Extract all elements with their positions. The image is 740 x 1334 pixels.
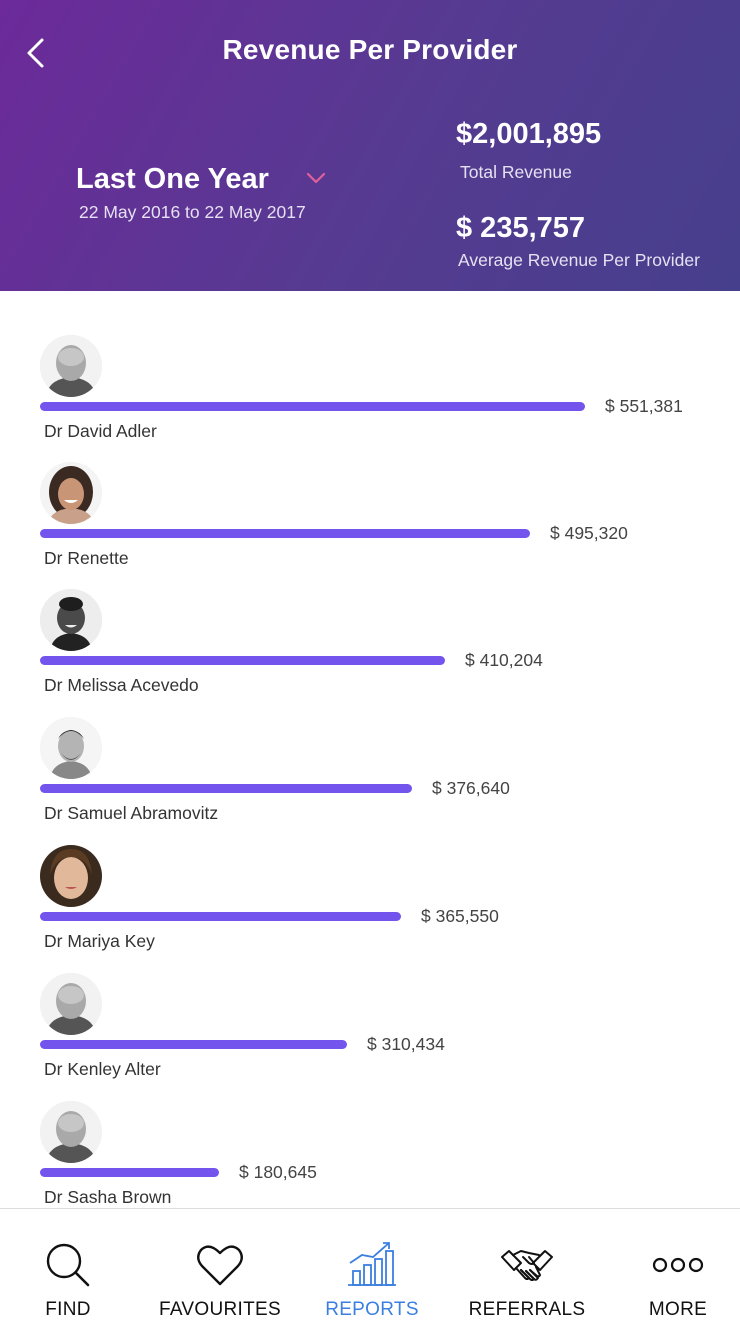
tab-referrals[interactable]: REFERRALS <box>453 1209 601 1334</box>
bar-chart-icon <box>344 1237 400 1293</box>
avatar <box>40 589 102 651</box>
revenue-amount: $ 495,320 <box>550 523 628 543</box>
revenue-amount: $ 310,434 <box>367 1034 445 1054</box>
back-button[interactable] <box>22 34 52 72</box>
provider-row[interactable]: $ 495,320 Dr Renette <box>0 462 740 590</box>
avatar <box>40 845 102 907</box>
chevron-down-icon[interactable] <box>306 171 326 185</box>
total-revenue-value: $2,001,895 <box>456 118 602 150</box>
revenue-amount: $ 180,645 <box>239 1162 317 1182</box>
tab-label: REFERRALS <box>468 1299 586 1320</box>
provider-name: Dr Samuel Abramovitz <box>44 803 219 823</box>
tab-find[interactable]: FIND <box>0 1209 142 1334</box>
revenue-bar <box>40 784 412 793</box>
tab-label: FAVOURITES <box>159 1299 281 1320</box>
provider-name: Dr David Adler <box>44 421 157 441</box>
report-header: Revenue Per Provider Last One Year 22 Ma… <box>0 0 740 291</box>
provider-name: Dr Mariya Key <box>44 931 155 951</box>
tab-label: MORE <box>648 1299 708 1320</box>
avatar <box>40 717 102 779</box>
avatar <box>40 973 102 1035</box>
provider-name: Dr Melissa Acevedo <box>44 675 199 695</box>
tab-favourites[interactable]: FAVOURITES <box>146 1209 294 1334</box>
provider-row[interactable]: $ 410,204 Dr Melissa Acevedo <box>0 589 740 717</box>
average-revenue-label: Average Revenue Per Provider <box>458 250 700 270</box>
revenue-bar <box>40 1168 219 1177</box>
revenue-amount: $ 551,381 <box>605 396 683 416</box>
revenue-amount: $ 410,204 <box>465 650 543 670</box>
avatar <box>40 1101 102 1163</box>
provider-row[interactable]: $ 180,645 Dr Sasha Brown <box>0 1101 740 1208</box>
avatar <box>40 462 102 524</box>
handshake-icon <box>499 1237 555 1293</box>
average-revenue-value: $ 235,757 <box>456 212 586 244</box>
revenue-amount: $ 376,640 <box>432 778 510 798</box>
tab-reports[interactable]: REPORTS <box>298 1209 446 1334</box>
tab-label: FIND <box>45 1299 91 1320</box>
page-title: Revenue Per Provider <box>222 34 518 65</box>
revenue-bar <box>40 1040 347 1049</box>
more-icon <box>650 1237 706 1293</box>
search-icon <box>40 1237 96 1293</box>
provider-name: Dr Kenley Alter <box>44 1059 161 1079</box>
period-range: 22 May 2016 to 22 May 2017 <box>79 202 306 222</box>
total-revenue-label: Total Revenue <box>460 162 572 182</box>
revenue-bar <box>40 529 530 538</box>
avatar <box>40 335 102 397</box>
revenue-bar <box>40 656 445 665</box>
provider-row[interactable]: $ 551,381 Dr David Adler <box>0 335 740 463</box>
chevron-left-icon <box>27 38 44 68</box>
period-label: Last One Year <box>76 163 269 195</box>
revenue-bar <box>40 402 585 411</box>
provider-row[interactable]: $ 310,434 Dr Kenley Alter <box>0 973 740 1101</box>
tab-label: REPORTS <box>325 1299 419 1320</box>
bottom-tab-bar: FIND FAVOURITES REPORTS REFERRALS MORE <box>0 1208 740 1334</box>
provider-name: Dr Renette <box>44 548 129 568</box>
provider-name: Dr Sasha Brown <box>44 1187 172 1207</box>
provider-row[interactable]: $ 376,640 Dr Samuel Abramovitz <box>0 717 740 845</box>
provider-revenue-list[interactable]: $ 551,381 Dr David Adler $ 495,320 Dr Re… <box>0 291 740 1208</box>
period-selector[interactable]: Last One Year <box>76 163 326 196</box>
provider-row[interactable]: $ 365,550 Dr Mariya Key <box>0 845 740 973</box>
tab-more[interactable]: MORE <box>604 1209 740 1334</box>
revenue-amount: $ 365,550 <box>421 906 499 926</box>
revenue-bar <box>40 912 401 921</box>
heart-icon <box>192 1237 248 1293</box>
